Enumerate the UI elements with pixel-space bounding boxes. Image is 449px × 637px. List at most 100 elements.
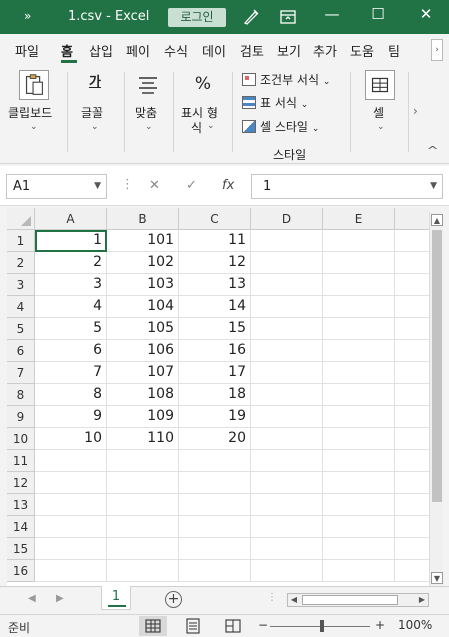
cell-b1[interactable]: 101 (107, 230, 179, 252)
cell-a10[interactable]: 10 (35, 428, 107, 450)
cell-f3[interactable] (395, 274, 429, 296)
cell-e3[interactable] (323, 274, 395, 296)
cell-f2[interactable] (395, 252, 429, 274)
scroll-down-arrow-icon[interactable]: ▼ (431, 572, 443, 584)
next-sheet-icon[interactable]: ▶ (56, 593, 64, 604)
cell-d3[interactable] (251, 274, 323, 296)
cell-e14[interactable] (323, 516, 395, 538)
horizontal-scroll-thumb[interactable] (302, 595, 398, 605)
row-header-5[interactable]: 5 (7, 318, 35, 340)
cell-c15[interactable] (179, 538, 251, 560)
cell-e12[interactable] (323, 472, 395, 494)
cell-a15[interactable] (35, 538, 107, 560)
tab-add-ins[interactable]: 추가 (313, 45, 337, 60)
cell-f8[interactable] (395, 384, 429, 406)
cell-c13[interactable] (179, 494, 251, 516)
cells-group[interactable]: 셀 ⌄ (351, 64, 407, 160)
pen-icon[interactable] (241, 7, 261, 27)
scroll-up-arrow-icon[interactable]: ▲ (431, 214, 443, 226)
cell-b5[interactable]: 105 (107, 318, 179, 340)
cell-d2[interactable] (251, 252, 323, 274)
cell-d15[interactable] (251, 538, 323, 560)
row-header-13[interactable]: 13 (7, 494, 35, 516)
cell-c14[interactable] (179, 516, 251, 538)
cell-a7[interactable]: 7 (35, 362, 107, 384)
cell-c3[interactable]: 13 (179, 274, 251, 296)
vertical-scrollbar[interactable]: ▲ ▼ (429, 212, 443, 586)
cell-a14[interactable] (35, 516, 107, 538)
page-break-view-icon[interactable] (219, 616, 247, 636)
row-header-11[interactable]: 11 (7, 450, 35, 472)
cell-e5[interactable] (323, 318, 395, 340)
cell-f15[interactable] (395, 538, 429, 560)
row-header-9[interactable]: 9 (7, 406, 35, 428)
cell-b7[interactable]: 107 (107, 362, 179, 384)
tab-view[interactable]: 보기 (277, 45, 301, 60)
row-header-7[interactable]: 7 (7, 362, 35, 384)
previous-sheet-icon[interactable]: ◀ (28, 593, 36, 604)
cell-c5[interactable]: 15 (179, 318, 251, 340)
cell-c12[interactable] (179, 472, 251, 494)
cell-e7[interactable] (323, 362, 395, 384)
cell-e13[interactable] (323, 494, 395, 516)
tab-team[interactable]: 팀 (388, 45, 400, 60)
tab-help[interactable]: 도움 (350, 45, 374, 60)
font-group[interactable]: 가 글꼴 ⌄ (68, 64, 122, 160)
row-header-10[interactable]: 10 (7, 428, 35, 450)
cell-f10[interactable] (395, 428, 429, 450)
cell-c6[interactable]: 16 (179, 340, 251, 362)
worksheet-grid[interactable]: A B C D E 1 1 101 11 2 2 102 12 3 3 103 13 4 4 104 14 5 5 105 15… (7, 208, 429, 586)
column-header-a[interactable]: A (35, 208, 107, 230)
number-group[interactable]: % 표시 형 식 ⌄ (174, 64, 230, 160)
cell-a2[interactable]: 2 (35, 252, 107, 274)
cell-d6[interactable] (251, 340, 323, 362)
cell-d14[interactable] (251, 516, 323, 538)
cell-b11[interactable] (107, 450, 179, 472)
enter-entry-button[interactable]: ✓ (186, 178, 197, 193)
cell-a11[interactable] (35, 450, 107, 472)
collapse-ribbon-button[interactable]: ^ (426, 144, 439, 157)
cell-a16[interactable] (35, 560, 107, 582)
alignment-group[interactable]: 맞춤 ⌄ (125, 64, 171, 160)
cell-b15[interactable] (107, 538, 179, 560)
select-all-button[interactable] (7, 208, 35, 230)
tab-file[interactable]: 파일 (15, 45, 39, 60)
cell-f7[interactable] (395, 362, 429, 384)
cell-f9[interactable] (395, 406, 429, 428)
cell-a12[interactable] (35, 472, 107, 494)
cell-b4[interactable]: 104 (107, 296, 179, 318)
zoom-slider-knob[interactable] (320, 620, 324, 632)
cell-a5[interactable]: 5 (35, 318, 107, 340)
cell-c4[interactable]: 14 (179, 296, 251, 318)
name-box[interactable]: A1 ▼ (6, 174, 107, 199)
cell-d10[interactable] (251, 428, 323, 450)
quick-access-toolbar-expand[interactable]: » (24, 9, 32, 23)
cell-c1[interactable]: 11 (179, 230, 251, 252)
cell-b8[interactable]: 108 (107, 384, 179, 406)
row-header-2[interactable]: 2 (7, 252, 35, 274)
tab-insert[interactable]: 삽입 (89, 45, 113, 60)
zoom-level[interactable]: 100% (398, 618, 433, 632)
cell-f4[interactable] (395, 296, 429, 318)
cell-b9[interactable]: 109 (107, 406, 179, 428)
cell-d5[interactable] (251, 318, 323, 340)
cell-a6[interactable]: 6 (35, 340, 107, 362)
cell-e4[interactable] (323, 296, 395, 318)
tab-page-layout[interactable]: 페이 (126, 45, 150, 60)
row-header-8[interactable]: 8 (7, 384, 35, 406)
cell-b6[interactable]: 106 (107, 340, 179, 362)
login-button[interactable]: 로그인 (168, 8, 226, 27)
row-header-6[interactable]: 6 (7, 340, 35, 362)
row-header-12[interactable]: 12 (7, 472, 35, 494)
cell-d4[interactable] (251, 296, 323, 318)
column-header-d[interactable]: D (251, 208, 323, 230)
cell-d8[interactable] (251, 384, 323, 406)
tab-home[interactable]: 홈 (61, 45, 73, 60)
cell-c10[interactable]: 20 (179, 428, 251, 450)
sheet-tab-1[interactable]: 1 (101, 586, 131, 610)
clipboard-group[interactable]: 클립보드 ⌄ (0, 64, 66, 160)
cell-b3[interactable]: 103 (107, 274, 179, 296)
ribbon-display-options-icon[interactable] (278, 7, 298, 27)
cell-a3[interactable]: 3 (35, 274, 107, 296)
cell-e1[interactable] (323, 230, 395, 252)
